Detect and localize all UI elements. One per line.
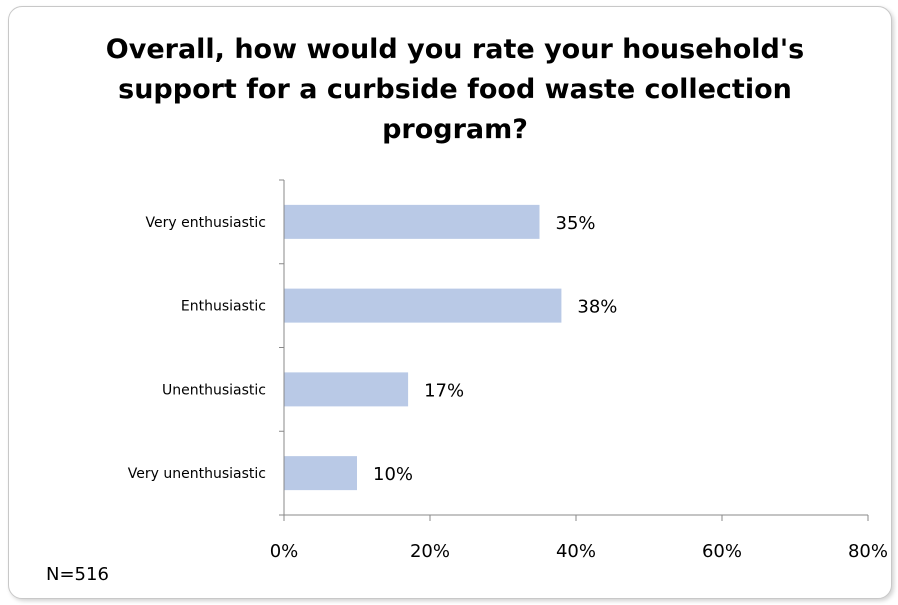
bar xyxy=(284,372,409,407)
chart-title: Overall, how would you rate your househo… xyxy=(105,34,805,145)
category-label: Very unenthusiastic xyxy=(128,466,266,482)
data-label: 35% xyxy=(556,213,596,234)
category-label: Enthusiastic xyxy=(181,299,266,315)
bar xyxy=(284,288,562,323)
x-tick-label: 80% xyxy=(848,541,888,562)
category-label: Very enthusiastic xyxy=(146,215,266,231)
x-tick-label: 40% xyxy=(556,541,596,562)
data-label: 17% xyxy=(424,380,464,401)
x-tick-label: 60% xyxy=(702,541,742,562)
category-label: Unenthusiastic xyxy=(162,382,266,398)
data-label: 10% xyxy=(373,464,413,485)
sample-size-note: N=516 xyxy=(46,564,109,585)
bar xyxy=(284,456,357,491)
data-label: 38% xyxy=(577,297,617,318)
x-tick-label: 20% xyxy=(410,541,450,562)
bar xyxy=(284,204,540,239)
x-tick-label: 0% xyxy=(270,541,299,562)
